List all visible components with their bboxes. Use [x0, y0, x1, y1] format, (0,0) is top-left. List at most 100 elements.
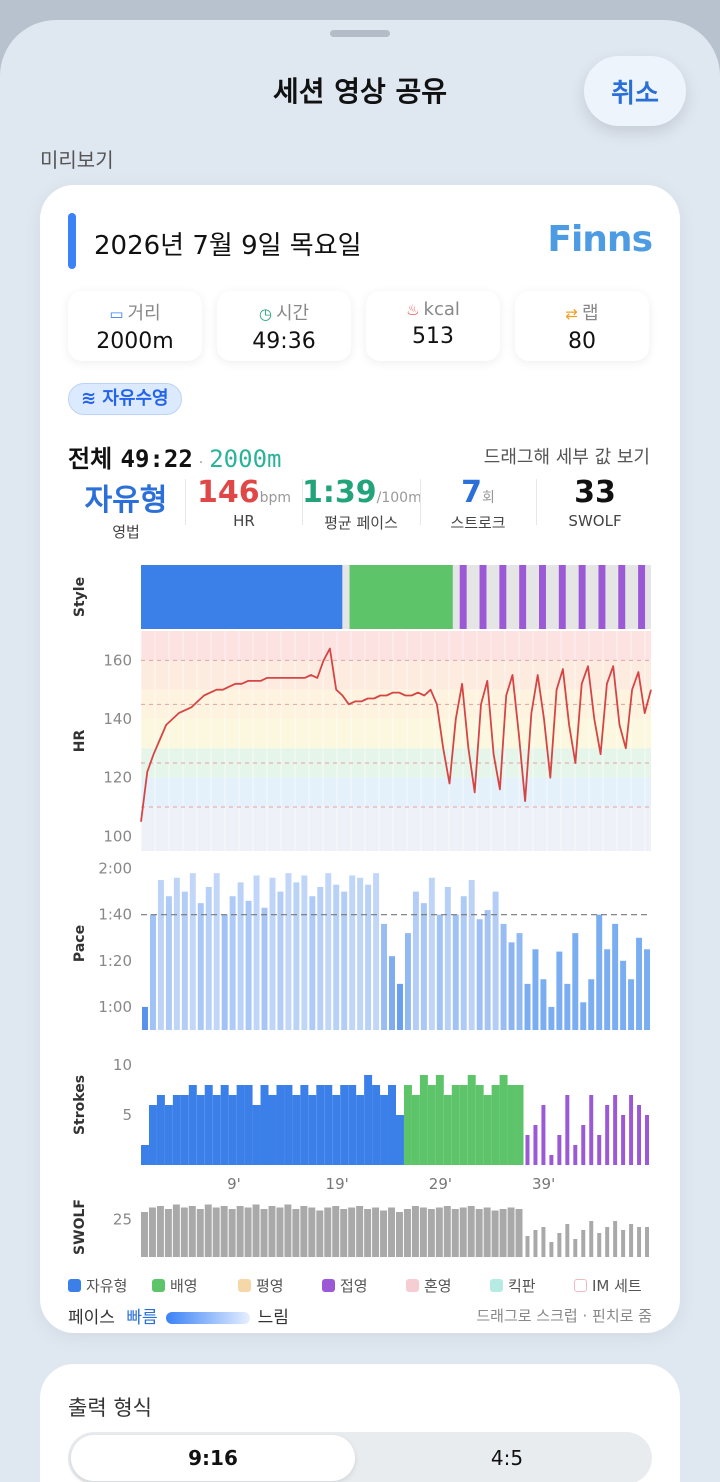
pace-bar	[476, 919, 483, 1030]
metric-divider	[536, 479, 537, 525]
pace-tick-label: 2:00	[98, 860, 132, 878]
total-summary: 전체 49:22 · 2000m	[68, 439, 281, 474]
ruler-icon: ▭	[109, 305, 124, 323]
swolf-bar	[252, 1204, 260, 1257]
swolf-bar	[356, 1206, 364, 1257]
stat-laps: ⇄ 랩 80	[515, 291, 649, 361]
strokes-bar	[156, 1095, 165, 1165]
pace-bar	[612, 923, 619, 1030]
legend-label: 접영	[340, 1277, 368, 1295]
stat-value: 2000m	[96, 329, 174, 354]
output-format-title: 출력 형식	[68, 1396, 152, 1420]
swolf-bar	[364, 1209, 372, 1257]
pace-axis-label: Pace	[72, 925, 88, 962]
metric-value: 33	[574, 475, 616, 510]
strokes-axis-label: Strokes	[72, 1075, 88, 1135]
strokes-bar	[356, 1095, 365, 1165]
style-segment-fly	[598, 565, 606, 629]
style-segment-fly	[618, 565, 626, 629]
stat-value: 49:36	[252, 329, 316, 354]
swolf-bar	[276, 1207, 284, 1257]
metric-hr: 146bpm HR	[186, 475, 302, 530]
stat-kcal: ♨ kcal 513	[366, 291, 500, 361]
legend-label: 배영	[170, 1277, 198, 1295]
cancel-button[interactable]: 취소	[584, 56, 686, 126]
strokes-bar	[565, 1095, 570, 1165]
total-separator: ·	[198, 455, 204, 471]
strokes-bar	[236, 1085, 245, 1165]
strokes-bar	[324, 1085, 333, 1165]
swolf-bar	[260, 1209, 268, 1257]
pace-bar	[157, 880, 164, 1030]
pace-bar	[444, 886, 451, 1030]
swolf-bar	[308, 1207, 316, 1257]
swolf-bar	[372, 1207, 380, 1257]
strokes-bar	[427, 1085, 436, 1165]
strokes-bar	[605, 1105, 610, 1165]
hr-tick-label: 160	[103, 651, 132, 669]
swolf-bar	[605, 1227, 610, 1257]
preview-card[interactable]: 2026년 7월 9일 목요일 Finns ▭ 거리 2000m ◷ 시간 49:3…	[40, 185, 680, 1333]
strokes-bar	[316, 1085, 325, 1165]
strokes-bar	[419, 1075, 428, 1165]
pace-tick-label: 1:40	[98, 906, 132, 924]
swolf-bar	[228, 1209, 236, 1257]
stat-value: 513	[412, 324, 454, 349]
legend-label: 킥판	[508, 1277, 536, 1295]
strokes-bar	[396, 1115, 404, 1165]
metric-row: 자유형 영법 146bpm HR 1:39/100m 평균 페이스 7회 스트로…	[68, 475, 654, 541]
metric-label: 스트로크	[450, 514, 506, 532]
pace-bar	[229, 896, 236, 1030]
pace-scale: 페이스 빠름 느림	[68, 1303, 289, 1328]
format-option-9-16[interactable]: 9:16	[71, 1435, 355, 1481]
metric-divider	[185, 479, 186, 525]
swolf-bar	[204, 1204, 212, 1257]
sheet-grabber[interactable]	[330, 30, 390, 37]
strokes-bar	[388, 1085, 396, 1165]
legend-label: IM 세트	[592, 1277, 642, 1295]
total-label: 전체	[68, 445, 113, 473]
legend-item: 혼영	[406, 1275, 452, 1296]
strokes-bar	[629, 1095, 634, 1165]
metric-strokes: 7회 스트로크	[420, 475, 536, 533]
strokes-bar	[645, 1115, 650, 1165]
date-accent-bar	[68, 213, 76, 269]
swolf-bar	[443, 1206, 451, 1257]
pace-bar	[149, 914, 156, 1030]
pace-bar	[381, 923, 388, 1030]
strokes-tick-label: 5	[122, 1106, 132, 1124]
format-option-4-5[interactable]: 4:5	[490, 1446, 524, 1470]
legend-item: 배영	[152, 1275, 198, 1296]
x-tick-label: 39'	[532, 1175, 555, 1193]
session-chart[interactable]: Style HR 100 120 140 160 Pace 2:00 1:40 1:20 1:00 S…	[40, 185, 680, 1275]
x-tick-label: 19'	[326, 1175, 349, 1193]
strokes-bar	[348, 1085, 357, 1165]
pace-tick-label: 1:00	[98, 998, 132, 1016]
strokes-bar	[204, 1085, 213, 1165]
strokes-bar	[499, 1075, 508, 1165]
metric-swolf: 33 SWOLF	[536, 475, 654, 530]
metric-value: 1:39	[302, 475, 377, 510]
format-segmented-control[interactable]: 9:16 4:5	[68, 1432, 652, 1482]
strokes-bar	[533, 1125, 538, 1165]
stat-time: ◷ 시간 49:36	[217, 291, 351, 361]
swolf-bar	[156, 1206, 164, 1257]
style-segment-fly	[578, 565, 586, 629]
strokes-bar	[340, 1085, 349, 1165]
strokes-bar	[411, 1095, 420, 1165]
pace-bar	[460, 896, 467, 1030]
pace-slow-label: 느림	[257, 1308, 289, 1328]
style-segment-fly	[638, 565, 646, 629]
pace-bar	[277, 891, 284, 1030]
swolf-bar	[141, 1212, 148, 1257]
strokes-bar	[188, 1085, 197, 1165]
metric-label: HR	[233, 512, 255, 530]
pace-bar	[221, 914, 228, 1030]
metric-divider	[420, 479, 421, 525]
drag-hint: 드래그해 세부 값 보기	[483, 447, 650, 468]
strokes-bar	[380, 1095, 389, 1165]
swolf-bar	[284, 1204, 292, 1257]
strokes-bar	[483, 1095, 492, 1165]
pace-bar	[540, 979, 547, 1030]
swolf-bar	[597, 1233, 602, 1257]
